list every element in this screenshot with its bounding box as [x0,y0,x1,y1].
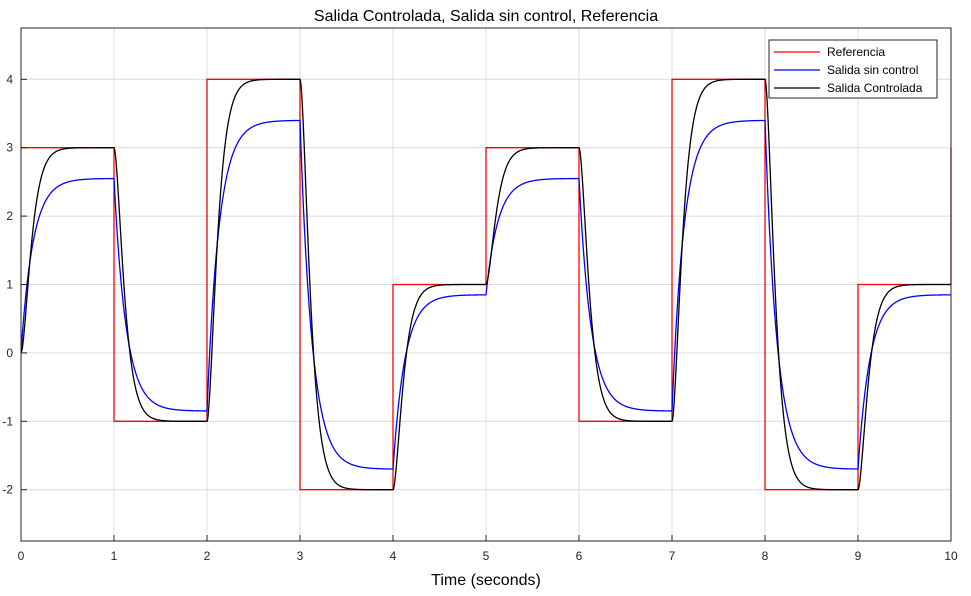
series-line-salida-controlada [20,78,952,491]
y-tick-label: 2 [6,209,13,223]
x-tick-label: 1 [111,549,118,563]
x-tick-label: 3 [297,549,304,563]
ticks: 0 1 2 3 4 5 6 7 8 9 10 -2 -1 0 1 2 3 4 [2,72,958,563]
x-tick-label: 4 [390,549,397,563]
legend-label-salida-controlada: Salida Controlada [827,81,923,95]
x-tick-label: 9 [855,549,862,563]
series-line-salida-sin-control [20,119,952,470]
series-layer [20,78,952,491]
legend: Referencia Salida sin control Salida Con… [768,39,938,99]
x-tick-label: 7 [669,549,676,563]
y-tick-label: 0 [6,346,13,360]
y-tick-label: 3 [6,141,13,155]
x-tick-label: 8 [762,549,769,563]
y-tick-label: 1 [6,278,13,292]
y-tick-label: -2 [2,483,13,497]
x-tick-label: 0 [18,549,25,563]
legend-label-salida-sin-control: Salida sin control [827,63,918,77]
y-tick-label: 4 [6,72,13,86]
x-tick-label: 10 [944,549,958,563]
x-axis-label: Time (seconds) [431,572,541,589]
x-tick-label: 6 [576,549,583,563]
y-tick-label: -1 [2,414,13,428]
chart-title: Salida Controlada, Salida sin control, R… [314,8,658,25]
x-tick-label: 5 [483,549,490,563]
legend-label-referencia: Referencia [827,45,885,59]
x-tick-label: 2 [204,549,211,563]
